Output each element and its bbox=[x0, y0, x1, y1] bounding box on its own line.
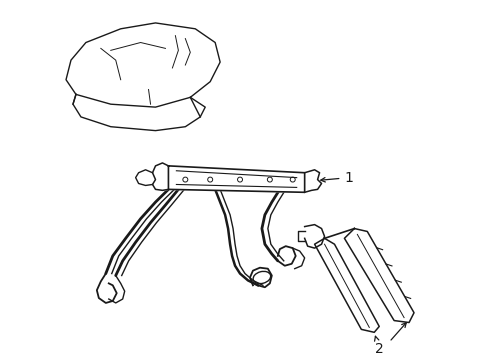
Polygon shape bbox=[168, 166, 304, 192]
Polygon shape bbox=[152, 163, 168, 190]
Text: 2: 2 bbox=[374, 336, 383, 356]
Polygon shape bbox=[66, 23, 220, 107]
Polygon shape bbox=[135, 170, 152, 185]
Polygon shape bbox=[304, 225, 324, 248]
Polygon shape bbox=[344, 229, 413, 323]
Text: 1: 1 bbox=[320, 171, 353, 185]
Polygon shape bbox=[314, 238, 379, 332]
Polygon shape bbox=[66, 23, 220, 131]
Polygon shape bbox=[304, 170, 321, 192]
